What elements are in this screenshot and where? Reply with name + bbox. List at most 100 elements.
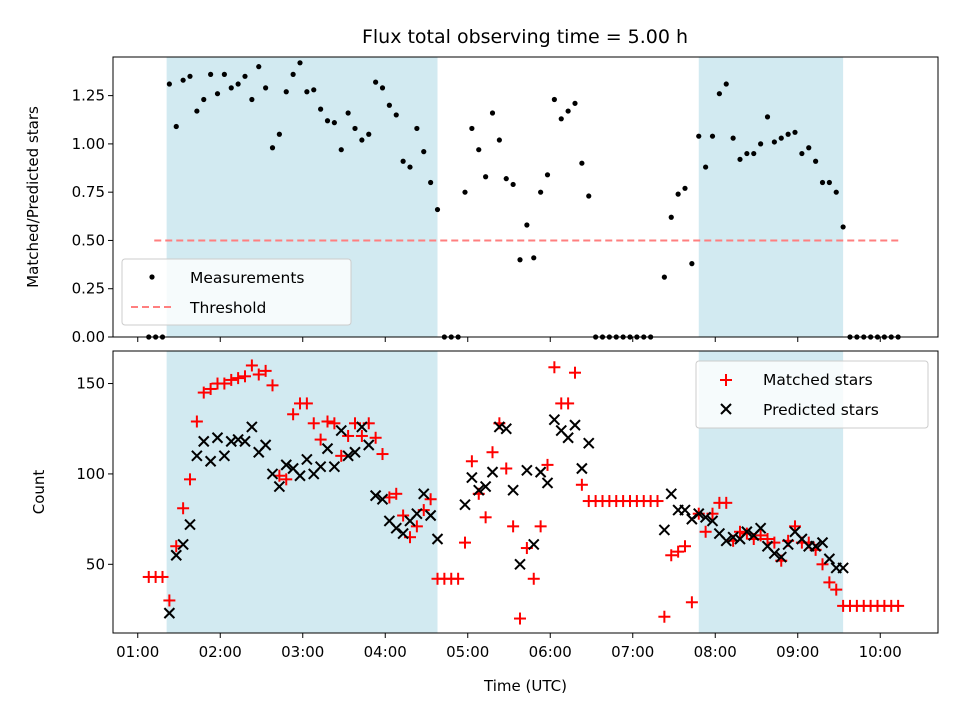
predicted-stars-point bbox=[816, 536, 829, 549]
x-tick-label: 09:00 bbox=[776, 643, 819, 661]
predicted-stars-point bbox=[466, 471, 478, 484]
bottom-legend: Matched stars Predicted stars bbox=[695, 360, 929, 429]
matched-stars-point bbox=[672, 545, 685, 558]
predicted-stars-point bbox=[782, 538, 794, 551]
matched-stars-point bbox=[892, 599, 905, 612]
measurement-point bbox=[764, 114, 771, 120]
predicted-stars-point bbox=[239, 435, 251, 448]
bottom-y-axis-label: Count bbox=[30, 470, 48, 515]
measurement-point bbox=[407, 164, 413, 170]
matched-stars-point bbox=[342, 429, 355, 442]
measurement-point bbox=[166, 81, 172, 87]
top-legend-box bbox=[121, 258, 352, 326]
measurement-point bbox=[304, 89, 310, 95]
measurement-point bbox=[393, 112, 399, 118]
predicted-stars-point bbox=[837, 562, 849, 574]
shaded-interval-2 bbox=[698, 57, 844, 337]
predicted-stars-point bbox=[349, 446, 361, 458]
predicted-stars-point bbox=[301, 453, 313, 466]
matched-stars-point bbox=[699, 525, 712, 538]
bottom-y-tick-label: 150 bbox=[76, 375, 105, 393]
measurement-point bbox=[476, 147, 482, 153]
measurement-point bbox=[833, 189, 839, 195]
predicted-stars-point bbox=[232, 433, 244, 446]
measurement-point bbox=[496, 137, 502, 143]
predicted-stars-point bbox=[741, 526, 753, 538]
matched-stars-point bbox=[410, 520, 423, 533]
predicted-stars-point bbox=[411, 507, 423, 520]
measurement-point bbox=[819, 179, 826, 186]
predicted-stars-point bbox=[225, 435, 237, 448]
measurement-point bbox=[242, 73, 248, 79]
measurement-point bbox=[806, 145, 812, 151]
measurement-point bbox=[813, 158, 819, 164]
top-y-axis-label: Matched/Predicted stars bbox=[24, 106, 42, 288]
measurement-point bbox=[434, 206, 441, 213]
predicted-stars-point bbox=[246, 421, 258, 433]
measurement-point bbox=[194, 108, 200, 114]
matched-stars-point bbox=[685, 596, 698, 609]
measurement-point bbox=[510, 181, 516, 188]
x-axis-label: Time (UTC) bbox=[483, 677, 567, 695]
predicted-stars-point bbox=[768, 547, 781, 560]
predicted-stars-point bbox=[363, 439, 375, 451]
matched-stars-point bbox=[479, 511, 492, 524]
predicted-stars-point bbox=[204, 455, 217, 467]
measurement-point bbox=[324, 118, 331, 124]
matched-stars-point bbox=[424, 493, 437, 506]
predicted-stars-point bbox=[198, 435, 210, 448]
matched-stars-point bbox=[541, 458, 554, 471]
matched-stars-legend-marker bbox=[720, 374, 732, 386]
measurement-point bbox=[503, 176, 509, 182]
measurement-point bbox=[675, 191, 681, 197]
predicted-stars-point bbox=[273, 480, 286, 493]
predicted-stars-point bbox=[314, 460, 327, 473]
matched-stars-point bbox=[658, 610, 671, 623]
matched-stars-point bbox=[527, 572, 540, 585]
x-tick-label: 03:00 bbox=[281, 643, 324, 661]
matched-stars-point bbox=[376, 448, 389, 461]
matched-stars-point bbox=[307, 417, 320, 430]
measurement-point bbox=[572, 100, 578, 106]
measurement-point bbox=[235, 81, 241, 87]
matched-stars-point bbox=[486, 446, 499, 459]
predicted-stars-point bbox=[321, 442, 334, 455]
matched-stars-point bbox=[569, 366, 581, 379]
matched-stars-point bbox=[816, 558, 829, 571]
predicted-stars-point bbox=[335, 424, 347, 437]
matched-stars-point bbox=[197, 386, 210, 399]
matched-stars-point bbox=[534, 520, 547, 533]
predicted-stars-point bbox=[727, 531, 739, 543]
matched-stars-point bbox=[355, 429, 368, 442]
measurement-point bbox=[483, 174, 489, 180]
measurement-point bbox=[173, 123, 179, 130]
matched-stars-point bbox=[754, 529, 767, 542]
matched-stars-point bbox=[245, 359, 258, 372]
matched-stars-point bbox=[651, 495, 664, 508]
measurements-legend-marker bbox=[149, 274, 155, 280]
matched-stars-point bbox=[287, 408, 300, 421]
measurement-point bbox=[737, 156, 743, 162]
matched-stars-point bbox=[452, 572, 465, 585]
matched-stars-point bbox=[734, 525, 746, 538]
measurement-point bbox=[359, 137, 365, 143]
predicted-stars-point bbox=[356, 421, 368, 433]
measurement-point bbox=[421, 149, 427, 155]
predicted-stars-point bbox=[342, 450, 354, 462]
measurement-point bbox=[345, 110, 351, 116]
bottom-y-tick-label: 100 bbox=[76, 465, 105, 483]
measurement-point bbox=[538, 189, 544, 195]
predicted-stars-point bbox=[184, 518, 196, 531]
matched-stars-point bbox=[314, 433, 327, 446]
measurement-point bbox=[668, 214, 674, 220]
measurement-point bbox=[489, 110, 496, 116]
measurement-point bbox=[558, 116, 564, 122]
predicted-stars-point bbox=[514, 558, 526, 571]
measurement-point bbox=[716, 91, 722, 97]
predicted-stars-point bbox=[507, 484, 519, 496]
predicted-stars-point bbox=[583, 437, 595, 449]
predicted-stars-point bbox=[328, 460, 341, 473]
measurement-point bbox=[744, 150, 750, 157]
measurement-point bbox=[228, 85, 234, 91]
measurement-point bbox=[373, 79, 379, 85]
